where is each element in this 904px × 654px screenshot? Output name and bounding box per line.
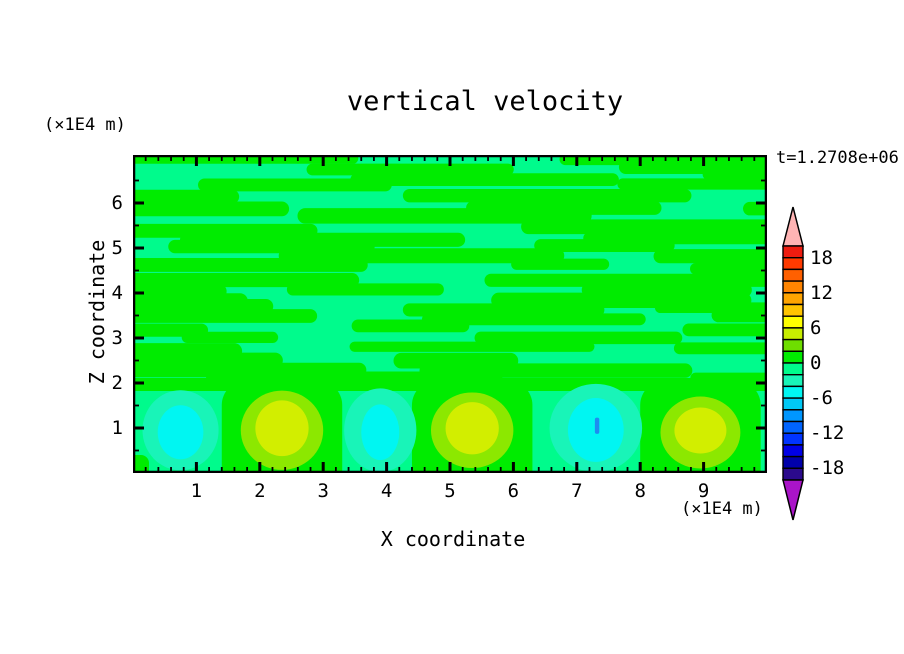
y-tick-label: 2 xyxy=(111,372,123,394)
colorbar-tick-label: -12 xyxy=(810,422,845,445)
x-tick-label: 5 xyxy=(444,480,456,502)
x-tick-label: 8 xyxy=(634,480,646,502)
x-tick-label: 9 xyxy=(697,480,710,502)
y-tick-labels: 1 2 3 4 5 6 xyxy=(91,155,123,473)
y-tick-label: 1 xyxy=(111,417,123,439)
y-tick-label: 4 xyxy=(111,282,123,304)
colorbar-tick-label: 0 xyxy=(810,352,822,374)
plot-title: vertical velocity xyxy=(346,86,624,117)
x-axis-title: X coordinate xyxy=(380,527,526,551)
x-tick-labels: 1 2 3 4 5 6 7 8 9 xyxy=(133,477,767,501)
x-tick-label: 6 xyxy=(507,480,520,502)
x-tick-label: 7 xyxy=(571,480,583,502)
contour-plot xyxy=(133,155,767,473)
y-tick-label: 6 xyxy=(111,192,123,214)
colorbar-tick-label: -6 xyxy=(810,387,833,410)
colorbar-tick-label: 6 xyxy=(810,316,822,339)
y-tick-label: 3 xyxy=(111,327,123,349)
z-axis-title: Z coordinate xyxy=(85,239,109,385)
time-label: t=1.2708e+06 xyxy=(776,148,899,168)
colorbar xyxy=(782,206,804,521)
y-axis-units-label: (×1E4 m) xyxy=(44,115,126,135)
x-axis-units-label: (×1E4 m) xyxy=(681,499,763,519)
x-tick-label: 3 xyxy=(317,480,329,502)
colorbar-tick-label: -18 xyxy=(810,457,845,480)
x-tick-label: 2 xyxy=(254,480,266,502)
x-tick-label: 4 xyxy=(380,480,393,502)
colorbar-tick-labels: 18 12 6 0 -6 -12 -18 xyxy=(810,200,854,530)
x-tick-label: 1 xyxy=(190,480,203,502)
colorbar-tick-label: 18 xyxy=(810,246,833,269)
colorbar-tick-label: 12 xyxy=(810,281,833,304)
y-tick-label: 5 xyxy=(111,237,123,259)
